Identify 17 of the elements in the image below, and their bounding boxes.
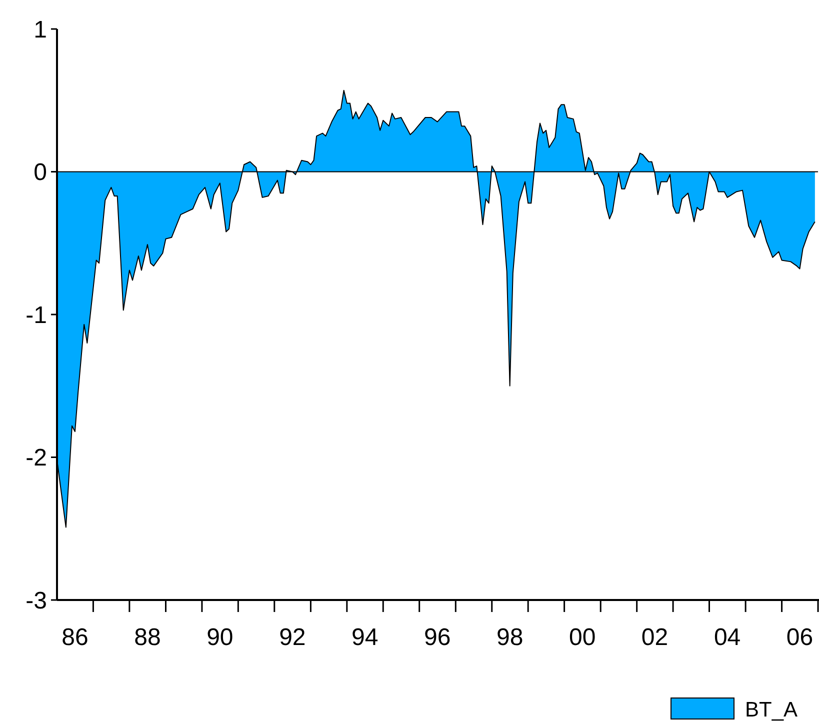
y-tick-label: -2 [26,444,47,472]
x-tick-label: 92 [279,624,306,651]
x-tick-label: 88 [134,624,161,651]
x-tick-label: 86 [62,624,88,651]
y-tick-label: -1 [26,302,47,329]
y-tick-label: 1 [34,16,47,44]
x-tick-label: 98 [496,624,524,651]
x-tick-label: 04 [714,624,741,651]
x-tick-label: 90 [206,624,234,651]
x-tick-label: 00 [569,624,596,651]
x-tick-label: 06 [786,624,814,651]
y-tick-label: 0 [34,159,47,186]
x-tick-label: 02 [641,624,668,651]
legend-label: BT_A [745,698,798,722]
y-tick-label: -3 [26,587,47,614]
x-tick-label: 96 [424,624,451,651]
x-tick-label: 94 [352,624,378,651]
